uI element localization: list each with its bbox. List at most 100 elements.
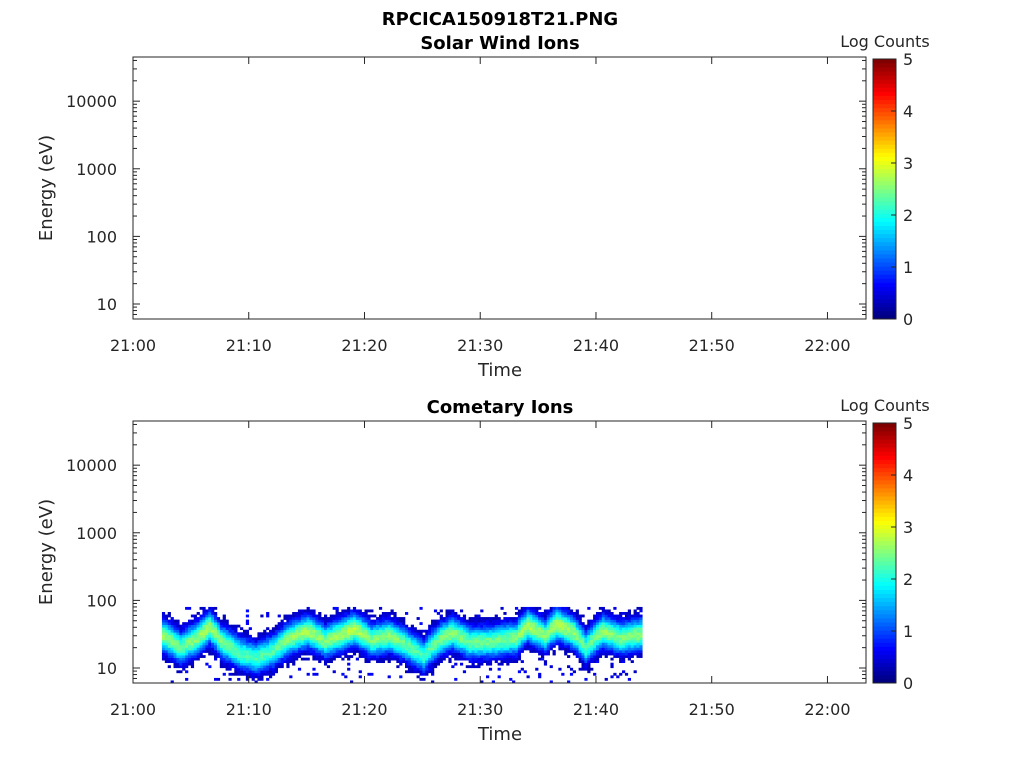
heatmap-cell (182, 665, 186, 669)
heatmap-cell (581, 637, 585, 641)
heatmap-cell (182, 637, 186, 641)
heatmap-cell (381, 617, 386, 620)
heatmap-cell (471, 634, 475, 638)
heatmap-cell (561, 644, 565, 648)
heatmap-cell (335, 632, 339, 636)
heatmap-cell (569, 634, 574, 638)
colorbar-segment (873, 221, 896, 226)
heatmap-cell (627, 627, 631, 631)
heatmap-cell (422, 672, 426, 676)
heatmap-cell (219, 634, 223, 638)
heatmap-cell (624, 637, 629, 641)
heatmap-cell (350, 629, 354, 633)
heatmap-cell (451, 627, 455, 631)
heatmap-cell (292, 612, 296, 615)
heatmap-cell (416, 660, 420, 664)
heatmap-cell (433, 662, 438, 666)
heatmap-cell (567, 644, 571, 648)
heatmap-cell (439, 622, 443, 625)
heatmap-cell (381, 660, 386, 664)
heatmap-cell (347, 619, 351, 623)
heatmap-cell (462, 637, 467, 641)
heatmap-cell (399, 650, 403, 653)
colorbar-segment (873, 585, 896, 590)
heatmap-cell (436, 662, 441, 666)
heatmap-cell (523, 627, 527, 631)
heatmap-cell (451, 642, 455, 646)
heatmap-cell (167, 652, 171, 656)
heatmap-cell (448, 614, 452, 618)
heatmap-cell (428, 627, 432, 631)
heatmap-cell (468, 617, 472, 620)
heatmap-cell (347, 655, 351, 658)
heatmap-cell (190, 647, 195, 651)
heatmap-cell (477, 660, 481, 664)
heatmap-cell (416, 644, 420, 648)
heatmap-cell (491, 617, 495, 620)
heatmap-cell (390, 632, 394, 636)
heatmap-cell (228, 647, 232, 651)
heatmap-cell (471, 627, 475, 631)
heatmap-cell (486, 647, 490, 651)
heatmap-cell (185, 637, 189, 641)
heatmap-cell (425, 629, 429, 633)
heatmap-cell (624, 634, 629, 638)
heatmap-cell (468, 629, 472, 633)
heatmap-cell (321, 650, 325, 653)
heatmap-cell (228, 667, 232, 671)
heatmap-cell (514, 606, 519, 610)
heatmap-cell (587, 627, 591, 631)
heatmap-cell (422, 665, 426, 669)
heatmap-cell (445, 627, 449, 631)
heatmap-cell (190, 622, 195, 625)
heatmap-cell (381, 622, 386, 625)
heatmap-cell (303, 617, 307, 620)
heatmap-cell (341, 614, 345, 618)
heatmap-cell (378, 614, 383, 618)
heatmap-cell (526, 606, 530, 610)
heatmap-cell (483, 617, 487, 620)
heatmap-cell (451, 632, 455, 636)
heatmap-cell (176, 647, 180, 651)
heatmap-cell (407, 657, 412, 661)
heatmap-cell (572, 637, 577, 641)
heatmap-cell (436, 637, 441, 641)
heatmap-cell (639, 622, 643, 625)
heatmap-cell (335, 612, 339, 615)
heatmap-cell (448, 619, 452, 623)
heatmap-cell (529, 612, 533, 615)
heatmap-cell (474, 622, 478, 625)
colorbar-segment (873, 528, 896, 534)
heatmap-cell (199, 655, 203, 658)
heatmap-cell (381, 639, 386, 643)
heatmap-cell (370, 619, 374, 623)
heatmap-cell (431, 637, 435, 641)
heatmap-cell (214, 652, 218, 656)
heatmap-cell (176, 627, 180, 631)
heatmap-cell (347, 606, 351, 610)
heatmap-cell (208, 622, 212, 625)
heatmap-cell (338, 634, 342, 638)
heatmap-cell (526, 609, 530, 613)
heatmap-cell (428, 647, 432, 651)
heatmap-cell (402, 629, 406, 633)
heatmap-cell (601, 627, 605, 631)
heatmap-cell (506, 619, 510, 623)
heatmap-cell (457, 634, 461, 638)
heatmap-cell (245, 655, 250, 658)
heatmap-cell (549, 606, 553, 610)
heatmap-cell (254, 652, 258, 656)
heatmap-cell (410, 632, 414, 636)
heatmap-cell (601, 612, 605, 615)
heatmap-cell (344, 655, 348, 658)
heatmap-cell (613, 617, 617, 620)
heatmap-cell (433, 657, 438, 661)
heatmap-cell (381, 655, 386, 658)
heatmap-cell (457, 632, 461, 636)
heatmap-cell (344, 609, 348, 613)
heatmap-cell (370, 632, 374, 636)
heatmap-cell (622, 629, 626, 633)
heatmap-cell (242, 629, 247, 633)
heatmap-cell (454, 627, 458, 631)
heatmap-cell (242, 632, 247, 636)
